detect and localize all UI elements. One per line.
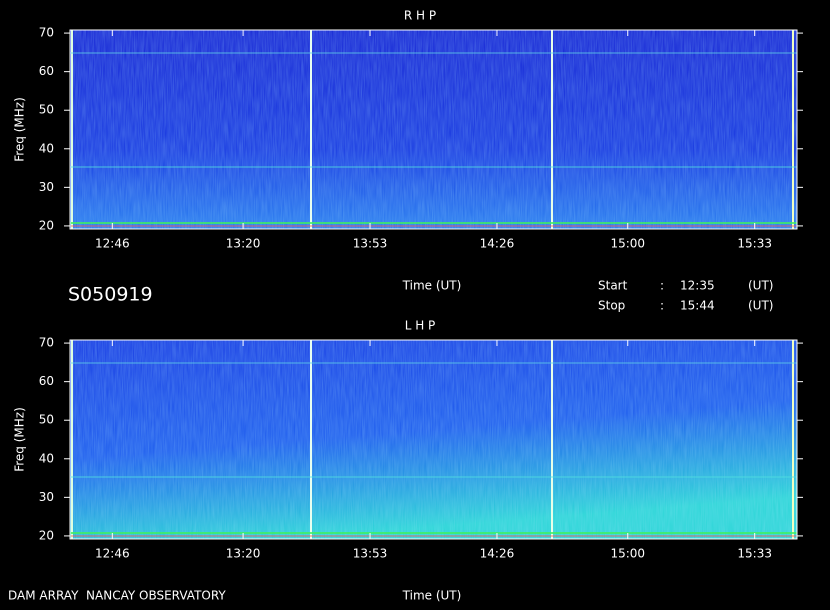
x-tick-label: 12:46 — [95, 237, 130, 251]
y-tick-label: 20 — [39, 218, 54, 232]
y-tick-label: 70 — [39, 336, 54, 350]
spectrogram-texture — [70, 30, 797, 229]
stop-label: Stop — [598, 299, 625, 313]
spectrogram-texture — [70, 340, 797, 539]
y-tick-label: 60 — [39, 374, 54, 388]
x-tick-label: 15:00 — [610, 237, 645, 251]
x-tick-label: 14:26 — [480, 547, 515, 561]
x-axis-label: Time (UT) — [402, 279, 462, 293]
x-tick-label: 14:26 — [480, 237, 515, 251]
x-tick-label: 13:20 — [226, 237, 261, 251]
y-tick-label: 70 — [39, 26, 54, 40]
plot-frame — [69, 29, 798, 230]
y-tick-label: 60 — [39, 64, 54, 78]
start-time: 12:35 — [680, 279, 715, 293]
y-axis-label: Freq (MHz) — [13, 97, 27, 162]
footer: DAM ARRAY NANCAY OBSERVATORY — [8, 589, 226, 603]
x-tick-label: 12:46 — [95, 547, 130, 561]
y-tick-label: 40 — [39, 451, 54, 465]
unit: (UT) — [748, 299, 773, 313]
x-tick-label: 15:33 — [737, 547, 772, 561]
y-tick-label: 40 — [39, 141, 54, 155]
y-tick-label: 30 — [39, 180, 54, 194]
y-tick-label: 50 — [39, 413, 54, 427]
x-tick-label: 13:53 — [353, 547, 388, 561]
x-axis-label: Time (UT) — [402, 589, 462, 603]
start-label: Start — [598, 279, 628, 293]
plot-frame — [69, 339, 798, 540]
panel-title: R H P — [404, 9, 436, 23]
x-tick-label: 15:33 — [737, 237, 772, 251]
y-tick-label: 30 — [39, 490, 54, 504]
session-id: S050919 — [68, 284, 153, 306]
stop-time: 15:44 — [680, 299, 715, 313]
unit: (UT) — [748, 279, 773, 293]
panel-title: L H P — [405, 319, 436, 333]
y-tick-label: 50 — [39, 103, 54, 117]
separator: : — [660, 299, 664, 313]
y-axis-label: Freq (MHz) — [13, 407, 27, 472]
x-tick-label: 13:20 — [226, 547, 261, 561]
x-tick-label: 15:00 — [610, 547, 645, 561]
x-tick-label: 13:53 — [353, 237, 388, 251]
separator: : — [660, 279, 664, 293]
y-tick-label: 20 — [39, 528, 54, 542]
